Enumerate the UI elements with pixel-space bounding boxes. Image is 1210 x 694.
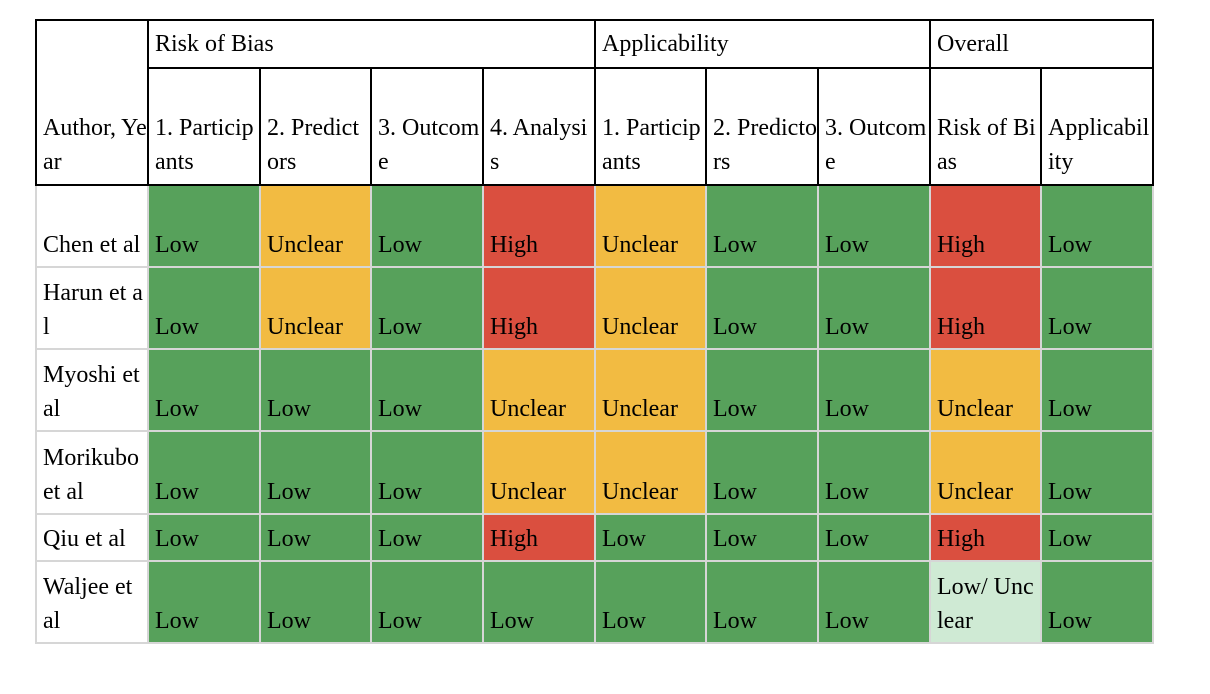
table-row: Morikubo et al Low Low Low Unclear Unclear Low… xyxy=(35,430,1154,515)
rating-cell: Low xyxy=(1040,430,1154,515)
author-cell: Myoshi et al xyxy=(35,348,149,432)
rating-cell: High xyxy=(929,184,1042,268)
rating-cell: Low xyxy=(259,560,372,644)
rating-cell: Unclear xyxy=(594,266,707,350)
rating-cell: Unclear xyxy=(259,184,372,268)
rating-cell: Low xyxy=(370,266,484,350)
col-header-app-participants: 1. Participants xyxy=(594,67,707,186)
col-header-app-outcome: 3. Outcome xyxy=(817,67,931,186)
author-cell: Chen et al xyxy=(35,184,149,268)
col-header-app-predictors: 2. Predictors xyxy=(705,67,819,186)
rating-cell: Unclear xyxy=(482,430,596,515)
rating-cell: Low xyxy=(705,184,819,268)
author-cell: Morikubo et al xyxy=(35,430,149,515)
col-header-overall-risk: Risk of Bias xyxy=(929,67,1042,186)
rating-cell: Low xyxy=(1040,560,1154,644)
header-group-row: Author, Year Risk of Bias Applicability … xyxy=(35,19,1154,186)
rating-cell: Low xyxy=(1040,513,1154,562)
rating-cell: Low xyxy=(817,430,931,515)
col-header-overall-applicability: Applicability xyxy=(1040,67,1154,186)
table-row: Harun et al Low Unclear Low High Unclear Low Lo… xyxy=(35,266,1154,350)
rating-cell: Low xyxy=(705,348,819,432)
rating-cell: Low xyxy=(705,513,819,562)
col-header-rob-predictors: 2. Predictors xyxy=(259,67,372,186)
rating-cell: Low xyxy=(817,560,931,644)
rating-cell: Low xyxy=(482,560,596,644)
rating-cell: Unclear xyxy=(594,430,707,515)
rating-cell: Low xyxy=(147,430,261,515)
rating-cell: High xyxy=(482,266,596,350)
rating-cell: High xyxy=(929,513,1042,562)
rating-cell: Low xyxy=(817,348,931,432)
rating-cell: Unclear xyxy=(259,266,372,350)
rating-cell: High xyxy=(929,266,1042,350)
rating-cell: Low xyxy=(147,513,261,562)
risk-of-bias-group-header: Risk of Bias xyxy=(147,19,596,69)
rating-cell: Low xyxy=(370,513,484,562)
rating-cell: Low xyxy=(1040,184,1154,268)
rating-cell: Low xyxy=(259,430,372,515)
rating-cell: Low xyxy=(705,560,819,644)
overall-group-header: Overall xyxy=(929,19,1154,69)
rating-cell: Unclear xyxy=(929,430,1042,515)
table-row: Waljee et al Low Low Low Low Low Low Low Low/ Un… xyxy=(35,560,1154,644)
col-header-rob-outcome: 3. Outcome xyxy=(370,67,484,186)
header-column-row: 1. Participants 2. Predictors 3. Outcome… xyxy=(36,67,1154,186)
rating-cell: Low xyxy=(147,560,261,644)
rating-cell: Low xyxy=(817,266,931,350)
rating-cell: Low xyxy=(1040,266,1154,350)
rating-cell: Low xyxy=(259,513,372,562)
rating-cell: Low xyxy=(147,184,261,268)
rating-cell: Low xyxy=(370,348,484,432)
table-row: Chen et al Low Unclear Low High Unclear Low Low… xyxy=(35,184,1154,268)
rating-cell: Unclear xyxy=(929,348,1042,432)
rating-cell: High xyxy=(482,184,596,268)
rating-cell: Low xyxy=(1040,348,1154,432)
rating-cell: Unclear xyxy=(482,348,596,432)
rating-cell: Low xyxy=(259,348,372,432)
rating-cell: High xyxy=(482,513,596,562)
col-header-rob-participants: 1. Participants xyxy=(147,67,261,186)
table-row: Qiu et al Low Low Low High Low Low Low High Low xyxy=(35,513,1154,562)
rating-cell: Low xyxy=(705,266,819,350)
rating-cell: Low xyxy=(147,266,261,350)
rating-cell: Low xyxy=(817,184,931,268)
rating-cell: Low xyxy=(817,513,931,562)
author-year-header: Author, Year xyxy=(35,19,149,186)
rating-cell: Low xyxy=(594,513,707,562)
rating-cell: Unclear xyxy=(594,348,707,432)
applicability-group-header: Applicability xyxy=(594,19,931,69)
author-cell: Qiu et al xyxy=(35,513,149,562)
rating-cell: Low xyxy=(370,430,484,515)
table-body: Chen et al Low Unclear Low High Unclear Low Low… xyxy=(35,184,1154,644)
rating-cell: Low xyxy=(594,560,707,644)
rating-cell: Low/ Unclear xyxy=(929,560,1042,644)
col-header-rob-analysis: 4. Analysis xyxy=(482,67,596,186)
table-row: Myoshi et al Low Low Low Unclear Unclear Low Lo… xyxy=(35,348,1154,432)
rating-cell: Low xyxy=(147,348,261,432)
author-cell: Harun et al xyxy=(35,266,149,350)
author-cell: Waljee et al xyxy=(35,560,149,644)
rating-cell: Low xyxy=(705,430,819,515)
rating-cell: Low xyxy=(370,184,484,268)
rating-cell: Unclear xyxy=(594,184,707,268)
rating-cell: Low xyxy=(370,560,484,644)
risk-of-bias-table: Author, Year Risk of Bias Applicability … xyxy=(35,19,1154,644)
